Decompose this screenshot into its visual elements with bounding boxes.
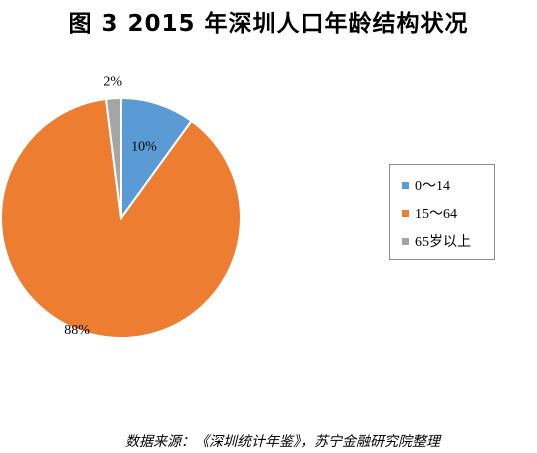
- data-label: 88%: [64, 323, 90, 338]
- legend-label: 15～64: [415, 207, 457, 222]
- chart-title: 图 3 2015 年深圳人口年龄结构状况: [68, 11, 469, 37]
- data-label: 10%: [131, 139, 157, 154]
- pie-slice: [104, 96, 122, 219]
- legend-item: 15～64: [402, 203, 457, 223]
- legend-swatch: [402, 181, 409, 189]
- pie-slice: [120, 96, 193, 222]
- data-label: 2%: [103, 75, 122, 90]
- source-note: 数据来源：《深圳统计年鉴》，苏宁金融研究院整理: [125, 434, 440, 450]
- legend: 0～14 15～64 65岁以上: [389, 164, 495, 260]
- legend-swatch: [402, 237, 409, 245]
- pie-slice: [0, 97, 242, 339]
- legend-item: 65岁以上: [402, 231, 471, 251]
- legend-label: 0～14: [415, 179, 450, 194]
- legend-item: 0～14: [402, 175, 450, 195]
- legend-swatch: [402, 209, 409, 217]
- legend-label: 65岁以上: [415, 235, 471, 250]
